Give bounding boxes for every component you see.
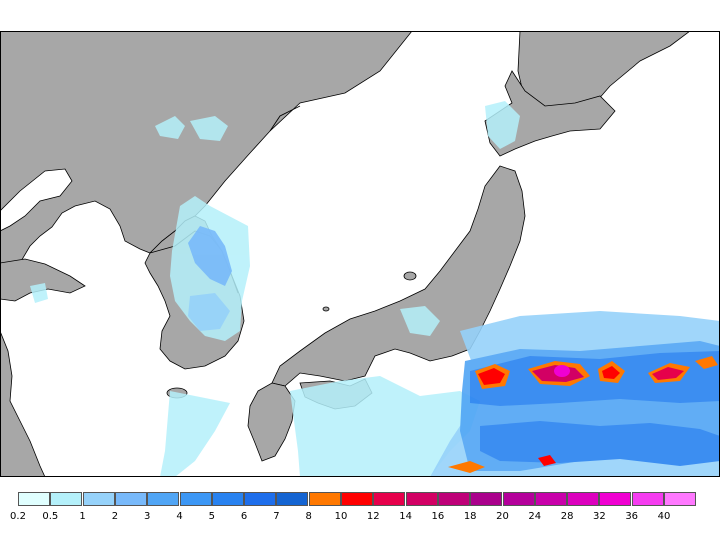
legend-tick-label: 0.5 — [42, 511, 59, 522]
sado-island — [403, 271, 417, 281]
legend-tick-label: 28 — [560, 511, 574, 522]
legend-tick-label: 12 — [366, 511, 380, 522]
legend-tick-label: 32 — [593, 511, 606, 522]
border-line-russia — [269, 105, 301, 132]
legend-swatch — [534, 492, 567, 506]
legend-tick-label: 18 — [463, 511, 477, 522]
oki-island — [322, 306, 330, 312]
legend-swatch — [373, 492, 406, 506]
legend-swatch — [664, 492, 696, 506]
precip-medium — [188, 226, 720, 477]
legend-swatch — [276, 492, 309, 506]
legend-tick-label: 20 — [496, 511, 509, 522]
legend-tick-label: 14 — [399, 511, 412, 522]
legend-tick-label: 40 — [657, 511, 671, 522]
china-east-coast — [0, 330, 46, 477]
kyushu — [247, 382, 296, 462]
legend-swatch — [147, 492, 180, 506]
legend-tick-label: 0.2 — [10, 511, 26, 522]
legend-swatch — [179, 492, 212, 506]
precipitation-map — [0, 31, 720, 477]
legend-swatch — [437, 492, 470, 506]
legend-tick-label: 24 — [528, 511, 542, 522]
asia-mainland — [0, 31, 413, 282]
legend-tick-label: 36 — [625, 511, 639, 522]
liaodong-area — [0, 168, 73, 232]
legend-swatch — [114, 492, 147, 506]
legend-swatch — [470, 492, 503, 506]
legend-swatch — [18, 492, 50, 506]
legend-swatch — [567, 492, 600, 506]
legend-swatch — [308, 492, 341, 506]
border-line-north — [149, 245, 176, 254]
legend-swatch — [211, 492, 244, 506]
legend-tick-label: 4 — [176, 511, 183, 522]
legend-tick-label: 6 — [240, 511, 248, 522]
legend-swatch — [82, 492, 115, 506]
legend-tick-label: 16 — [431, 511, 445, 522]
legend-tick-label: 7 — [273, 511, 280, 522]
legend-swatch — [631, 492, 664, 506]
legend-tick-label: 3 — [144, 511, 151, 522]
legend-swatch — [502, 492, 535, 506]
legend-swatch — [244, 492, 277, 506]
precip-heavy — [448, 356, 718, 473]
legend-tick-label: 1 — [79, 511, 86, 522]
legend-tick-label: 2 — [111, 511, 119, 522]
legend-tick-label: 8 — [305, 511, 312, 522]
legend-swatch — [405, 492, 438, 506]
hokkaido — [484, 70, 616, 157]
legend-swatch — [50, 492, 83, 506]
legend-swatch — [341, 492, 373, 506]
legend-swatch — [599, 492, 632, 506]
legend-tick-label: 5 — [208, 511, 215, 522]
shandong-peninsula — [0, 258, 86, 302]
legend-tick-label: 10 — [334, 511, 348, 522]
